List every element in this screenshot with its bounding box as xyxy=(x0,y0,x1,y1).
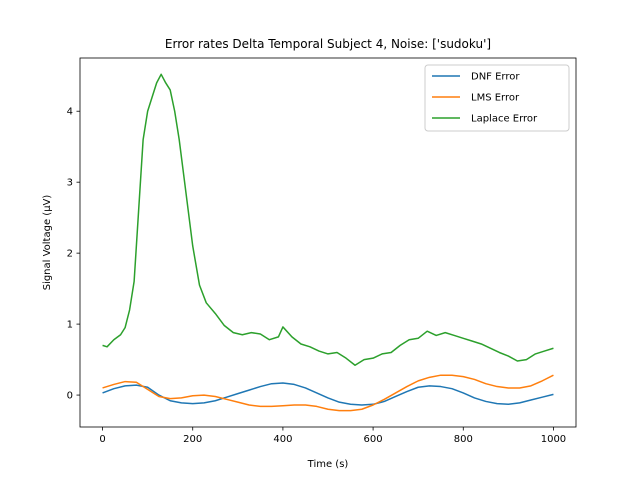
y-tick-label: 0 xyxy=(67,391,73,402)
legend-box xyxy=(424,64,570,132)
x-tick-label: 0 xyxy=(99,434,105,445)
series-layer xyxy=(102,73,554,412)
y-axis-ticks: 0 1 2 3 4 xyxy=(67,107,80,402)
plot-frame xyxy=(79,57,577,428)
x-tick-label: 1000 xyxy=(541,434,566,445)
y-tick-label: 3 xyxy=(67,178,73,189)
series-line-3 xyxy=(102,73,554,367)
chart-title: Error rates Delta Temporal Subject 4, No… xyxy=(165,37,491,51)
y-tick-label: 1 xyxy=(67,320,73,331)
legend-label-1: DNF Error xyxy=(471,72,520,83)
legend: DNF Error LMS Error Laplace Error xyxy=(424,64,570,132)
series-line-1 xyxy=(102,382,554,406)
legend-items: DNF Error LMS Error Laplace Error xyxy=(432,72,538,125)
x-axis-label: Time (s) xyxy=(307,459,349,470)
x-tick-label: 400 xyxy=(273,434,292,445)
y-tick-label: 2 xyxy=(67,249,73,260)
x-tick-label: 600 xyxy=(364,434,383,445)
series-line-2 xyxy=(102,374,554,412)
y-tick-label: 4 xyxy=(67,107,73,118)
y-axis-label: Signal Voltage (μV) xyxy=(42,195,53,291)
legend-label-3: Laplace Error xyxy=(471,114,538,125)
x-axis-ticks: 0 200 400 600 800 1000 xyxy=(99,427,566,445)
x-tick-label: 800 xyxy=(454,434,473,445)
legend-label-2: LMS Error xyxy=(471,93,520,104)
x-tick-label: 200 xyxy=(183,434,202,445)
